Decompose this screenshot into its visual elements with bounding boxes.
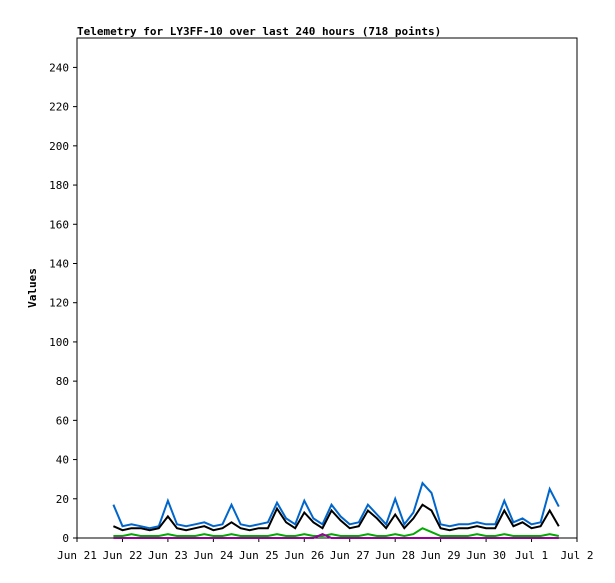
- x-tick-label: Jun 30: [466, 549, 506, 562]
- y-tick-label: 60: [56, 414, 69, 427]
- y-tick-label: 180: [49, 179, 69, 192]
- y-tick-label: 120: [49, 297, 69, 310]
- x-tick-label: Jul 2: [560, 549, 593, 562]
- series-line: [113, 527, 560, 538]
- y-tick-label: 160: [49, 218, 69, 231]
- x-tick-label: Jun 21: [57, 549, 97, 562]
- y-tick-label: 240: [49, 61, 69, 74]
- y-tick-label: 40: [56, 454, 69, 467]
- y-tick-label: 80: [56, 375, 69, 388]
- y-tick-label: 100: [49, 336, 69, 349]
- x-tick-label: Jun 24: [193, 549, 233, 562]
- x-tick-label: Jun 25: [239, 549, 279, 562]
- y-tick-label: 200: [49, 140, 69, 153]
- x-tick-label: Jun 28: [375, 549, 415, 562]
- x-tick-label: Jul 1: [515, 549, 548, 562]
- x-tick-label: Jun 22: [103, 549, 143, 562]
- plot-frame: [76, 37, 578, 539]
- y-axis-label: Values: [26, 268, 39, 308]
- y-tick-label: 220: [49, 101, 69, 114]
- series-line: [113, 533, 559, 539]
- y-tick-label: 20: [56, 493, 69, 506]
- x-tick-label: Jun 26: [284, 549, 324, 562]
- chart-title: Telemetry for LY3FF-10 over last 240 hou…: [77, 25, 441, 38]
- y-tick-label: 0: [62, 532, 69, 545]
- y-tick-label: 140: [49, 257, 69, 270]
- series-line: [112, 481, 560, 530]
- x-tick-label: Jun 23: [148, 549, 188, 562]
- x-tick-label: Jun 27: [330, 549, 370, 562]
- x-tick-label: Jun 29: [421, 549, 461, 562]
- series-line: [112, 503, 560, 532]
